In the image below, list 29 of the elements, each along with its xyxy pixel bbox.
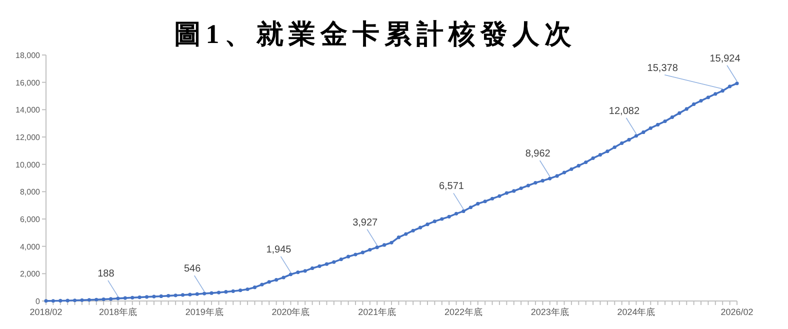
y-tick-label: 6,000 xyxy=(20,215,41,224)
data-label: 6,571 xyxy=(438,181,464,192)
y-tick-label: 0 xyxy=(36,297,41,306)
y-tick-label: 8,000 xyxy=(20,188,41,197)
data-label: 546 xyxy=(184,264,202,275)
x-tick-label: 2018/02 xyxy=(30,307,62,317)
y-tick-label: 18,000 xyxy=(16,51,41,60)
y-tick-label: 10,000 xyxy=(16,160,41,170)
x-tick-label: 2018年底 xyxy=(98,307,137,317)
x-tick-label: 2024年底 xyxy=(617,307,656,317)
x-tick-label: 2019年底 xyxy=(185,307,224,317)
data-label: 12,082 xyxy=(608,106,640,117)
chart-title: 圖1、就業金卡累計核發人次 xyxy=(174,19,576,49)
data-label: 3,927 xyxy=(352,217,378,228)
y-tick-label: 4,000 xyxy=(20,242,41,252)
x-tick-label: 2026/02 xyxy=(720,307,754,317)
x-tick-label: 2021年底 xyxy=(358,307,396,317)
y-tick-label: 2,000 xyxy=(20,270,41,279)
data-label: 15,924 xyxy=(710,53,741,64)
data-label: 1,945 xyxy=(266,244,292,256)
y-tick-label: 14,000 xyxy=(16,106,41,115)
x-tick-label: 2023年底 xyxy=(530,307,569,317)
x-tick-label: 2020年底 xyxy=(272,307,310,317)
data-label: 188 xyxy=(98,268,115,280)
x-tick-label: 2022年底 xyxy=(444,307,482,317)
y-tick-label: 16,000 xyxy=(16,78,41,88)
data-label: 8,962 xyxy=(525,148,551,160)
data-label: 15,378 xyxy=(647,62,678,74)
y-tick-label: 12,000 xyxy=(16,133,41,142)
